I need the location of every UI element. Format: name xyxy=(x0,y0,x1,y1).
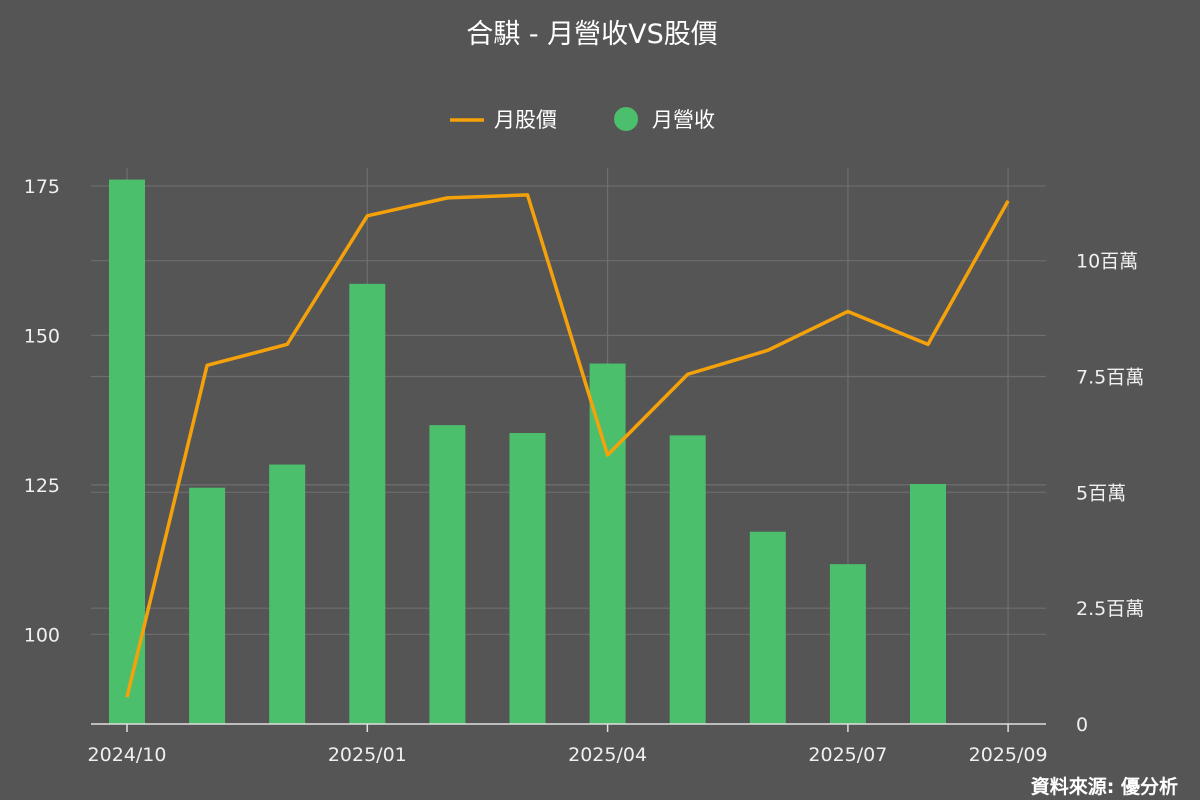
revenue-bar-2024/10[interactable] xyxy=(109,179,145,725)
y-right-tick-label-0: 0 xyxy=(1076,714,1088,736)
legend-label-revenue: 月營收 xyxy=(652,108,715,132)
legend: 月股價 月營收 xyxy=(450,107,715,132)
y-right-tick-label-7.5: 7.5百萬 xyxy=(1076,367,1144,389)
y-left-tick-label-150: 150 xyxy=(24,325,60,347)
legend-item-price[interactable]: 月股價 xyxy=(450,108,557,132)
price-line[interactable] xyxy=(125,193,1010,698)
chart-title: 合騏 - 月營收VS股價 xyxy=(466,19,718,50)
axes: 2024/10 2025/01 2025/04 2025/07 2025/09 100 12… xyxy=(24,176,1144,766)
price-line-layer xyxy=(125,193,1010,698)
y-right-tick-label-5: 5百萬 xyxy=(1076,482,1126,504)
revenue-bar-2025/05[interactable] xyxy=(669,435,706,724)
revenue-bar-2025/07[interactable] xyxy=(829,564,866,724)
x-tick-label-2025/04: 2025/04 xyxy=(568,744,647,766)
legend-label-price: 月股價 xyxy=(494,108,557,132)
legend-dot-swatch xyxy=(614,107,638,131)
revenue-bar-2025/06[interactable] xyxy=(749,531,786,724)
y-right-tick-label-2.5: 2.5百萬 xyxy=(1076,598,1144,620)
x-tick-label-2025/01: 2025/01 xyxy=(328,744,407,766)
y-left-tick-label-125: 125 xyxy=(24,475,60,497)
revenue-bar-2024/11[interactable] xyxy=(189,487,226,724)
revenue-bar-2025/04[interactable] xyxy=(589,363,626,724)
x-tick-label-2025/09: 2025/09 xyxy=(969,744,1048,766)
legend-item-revenue[interactable]: 月營收 xyxy=(614,107,715,132)
revenue-bar-2025/02[interactable] xyxy=(429,425,466,724)
revenue-bar-2024/12[interactable] xyxy=(269,464,306,724)
revenue-bars xyxy=(109,179,946,725)
y-left-tick-label-100: 100 xyxy=(24,624,60,646)
y-left-tick-label-175: 175 xyxy=(24,176,60,198)
revenue-bar-2025/03[interactable] xyxy=(509,433,546,724)
x-tick-label-2025/07: 2025/07 xyxy=(808,744,887,766)
x-tick-label-2024/10: 2024/10 xyxy=(88,744,167,766)
y-right-tick-label-10: 10百萬 xyxy=(1076,251,1138,273)
source-note: 資料來源: 優分析 xyxy=(1031,775,1178,798)
revenue-bar-2025/08[interactable] xyxy=(910,483,946,724)
revenue-bar-2025/01[interactable] xyxy=(349,283,386,724)
grid-lines xyxy=(91,168,1046,724)
